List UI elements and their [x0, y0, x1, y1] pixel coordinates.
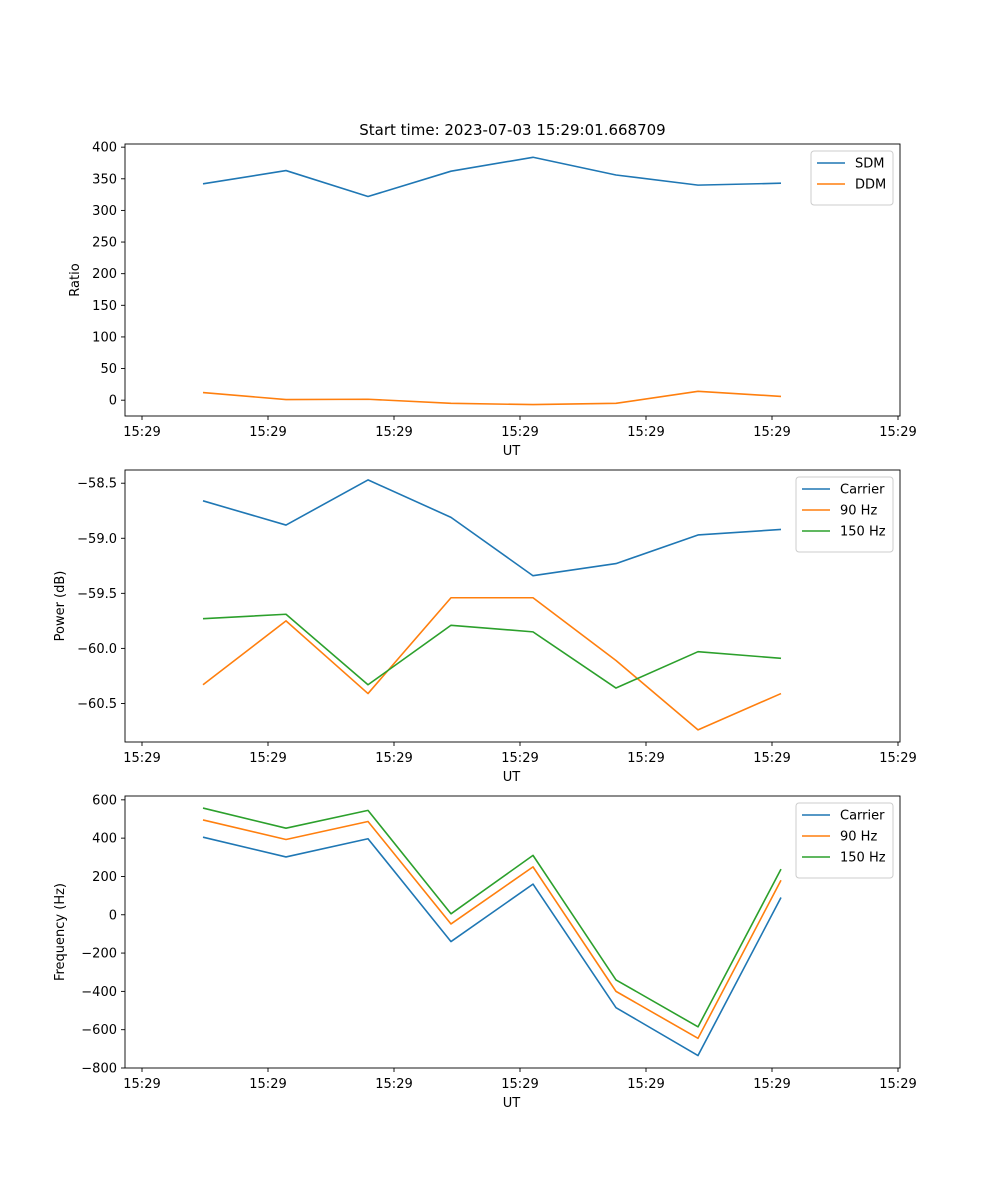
series-line-90-hz	[202, 596, 782, 731]
series-line-sdm	[202, 156, 782, 198]
y-tick-label: −60.0	[77, 642, 117, 657]
y-tick-label: 200	[92, 870, 117, 885]
y-tick-label: −400	[81, 985, 117, 1000]
x-tick-label: 15:29	[501, 751, 538, 766]
x-tick-label: 15:29	[753, 425, 790, 440]
y-tick-label: 100	[92, 330, 117, 345]
legend-box	[795, 476, 894, 553]
x-tick-label: 15:29	[249, 425, 286, 440]
y-tick-label: 0	[109, 394, 117, 409]
x-axis-label: UT	[503, 1096, 521, 1111]
x-tick-label: 15:29	[879, 751, 916, 766]
x-tick-label: 15:29	[375, 1077, 412, 1092]
series-line-150-hz	[202, 613, 782, 689]
y-tick-label: 350	[92, 172, 117, 187]
y-tick-label: −800	[81, 1062, 117, 1077]
x-tick-label: 15:29	[249, 1077, 286, 1092]
x-tick-label: 15:29	[123, 425, 160, 440]
chart-1: 0 50 100 150 200 250 300 350 400 15:29 15:29 15:29 1…	[68, 121, 917, 459]
series-line-ddm	[202, 390, 782, 406]
x-tick-label: 15:29	[879, 1077, 916, 1092]
legend-entry: 90 Hz	[840, 504, 877, 519]
y-tick-label: 300	[92, 204, 117, 219]
x-tick-label: 15:29	[627, 1077, 664, 1092]
series-line-carrier	[202, 836, 782, 1057]
legend: Carrier 90 Hz 150 Hz	[795, 802, 894, 879]
y-tick-label: 0	[109, 908, 117, 923]
y-tick-label: −60.5	[77, 697, 117, 712]
x-axis-label: UT	[503, 770, 521, 785]
x-tick-label: 15:29	[879, 425, 916, 440]
legend-box	[810, 150, 894, 206]
x-tick-label: 15:29	[123, 751, 160, 766]
y-tick-label: 150	[92, 299, 117, 314]
y-tick-label: 400	[92, 832, 117, 847]
legend: Carrier 90 Hz 150 Hz	[795, 476, 894, 553]
axes-frame	[124, 143, 901, 417]
series-line-carrier	[202, 479, 782, 577]
y-axis-label: Power (dB)	[53, 571, 68, 642]
x-tick-label: 15:29	[627, 751, 664, 766]
legend-box	[795, 802, 894, 879]
y-tick-label: 250	[92, 236, 117, 251]
x-tick-label: 15:29	[501, 425, 538, 440]
x-tick-label: 15:29	[627, 425, 664, 440]
x-tick-label: 15:29	[375, 425, 412, 440]
x-axis-label: UT	[503, 444, 521, 459]
y-tick-label: −59.0	[77, 532, 117, 547]
legend-entry: Carrier	[840, 809, 885, 824]
chart-2: −60.5 −60.0 −59.5 −59.0 −58.5 15:29 15:29 15:29…	[53, 469, 917, 785]
legend-entry: SDM	[855, 157, 884, 172]
x-tick-label: 15:29	[249, 751, 286, 766]
x-tick-label: 15:29	[753, 1077, 790, 1092]
x-tick-label: 15:29	[375, 751, 412, 766]
legend-entry: DDM	[855, 178, 886, 193]
y-tick-label: 600	[92, 793, 117, 808]
y-tick-label: −58.5	[77, 477, 117, 492]
y-tick-label: −59.5	[77, 587, 117, 602]
x-tick-label: 15:29	[123, 1077, 160, 1092]
series-line-90-hz	[202, 819, 782, 1040]
y-tick-label: 50	[100, 362, 117, 377]
legend-entry: 90 Hz	[840, 830, 877, 845]
chart-title: Start time: 2023-07-03 15:29:01.668709	[359, 121, 665, 139]
y-tick-label: −600	[81, 1023, 117, 1038]
y-tick-label: 200	[92, 267, 117, 282]
legend-entry: 150 Hz	[840, 851, 886, 866]
y-tick-label: 400	[92, 141, 117, 156]
y-axis-label: Ratio	[68, 263, 83, 296]
legend: SDM DDM	[810, 150, 894, 206]
legend-entry: 150 Hz	[840, 525, 886, 540]
y-tick-label: −200	[81, 947, 117, 962]
series-line-150-hz	[202, 807, 782, 1028]
chart-3: −800 −600 −400 −200 0 200 400 600 15:29 15:29 15:2…	[53, 793, 917, 1111]
x-tick-label: 15:29	[501, 1077, 538, 1092]
axes-frame	[124, 469, 901, 743]
x-tick-label: 15:29	[753, 751, 790, 766]
legend-entry: Carrier	[840, 483, 885, 498]
axes-frame	[124, 795, 901, 1069]
y-axis-label: Frequency (Hz)	[53, 883, 68, 981]
